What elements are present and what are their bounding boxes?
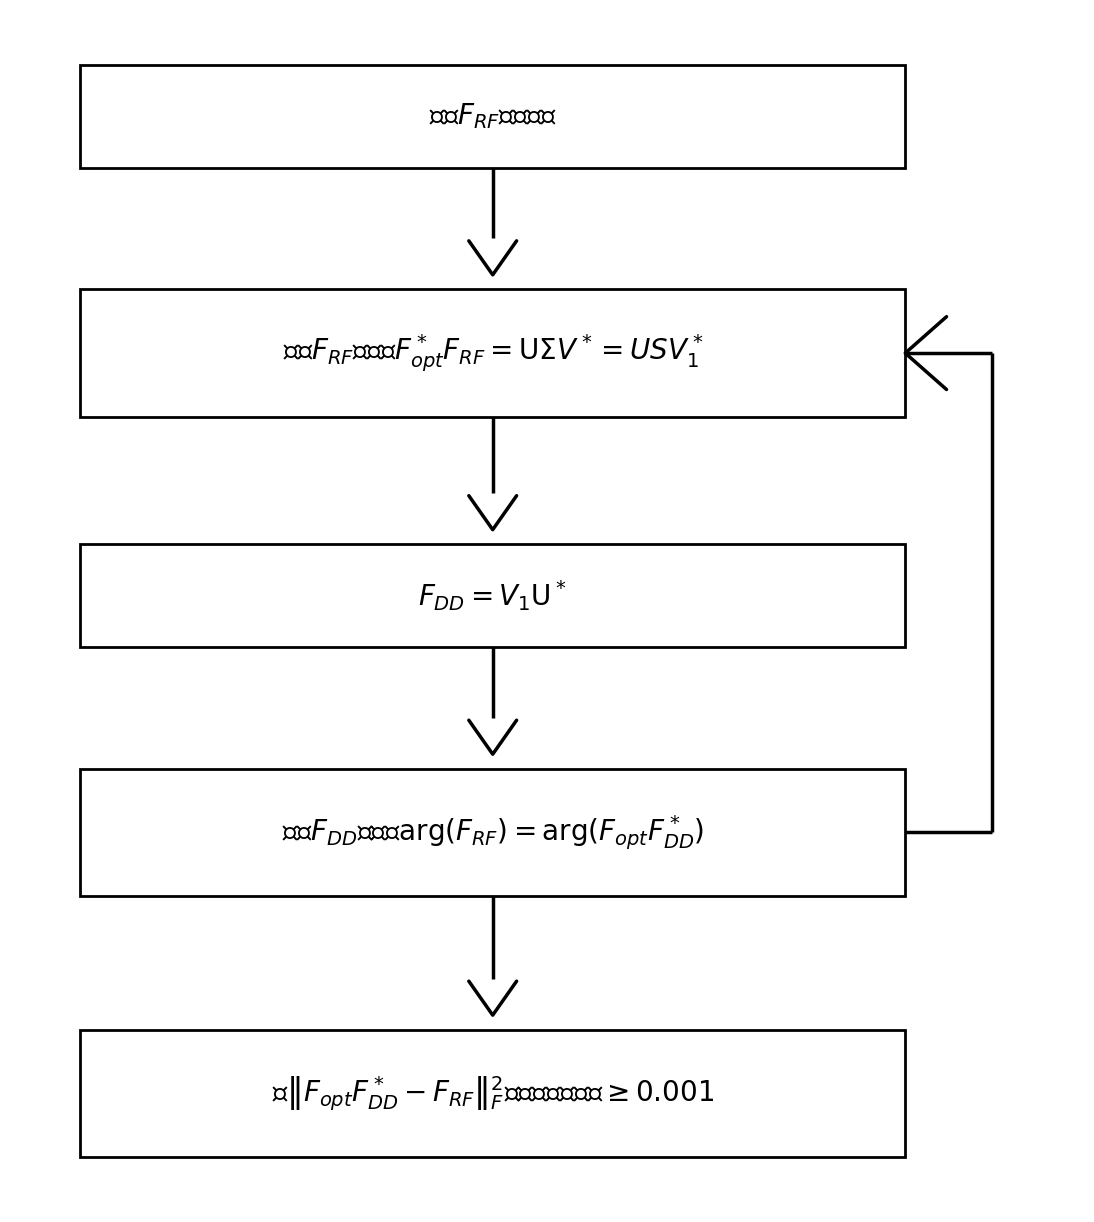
Text: $F_{DD} = V_1\mathrm{U}^*$: $F_{DD} = V_1\mathrm{U}^*$ [419, 578, 567, 613]
Bar [80, 65, 905, 167]
Text: 当$\left\|F_{opt}F_{DD}^* - F_{RF}\right\|_F^2$最后两项的差值$\geq$0.001: 当$\left\|F_{opt}F_{DD}^* - F_{RF}\right\… [271, 1074, 713, 1113]
Text: 固定$F_{RF}$，计算$F_{opt}^*F_{RF} = \mathrm{U}\Sigma V^* = USV_1^*$: 固定$F_{RF}$，计算$F_{opt}^*F_{RF} = \mathrm{… [282, 332, 703, 374]
Text: 固定$F_{DD}$，以及$\arg(F_{RF}) = \arg(F_{opt}F_{DD}^*)$: 固定$F_{DD}$，以及$\arg(F_{RF}) = \arg(F_{opt… [281, 814, 703, 852]
Bar [80, 769, 905, 896]
Bar [80, 1030, 905, 1157]
Bar [80, 290, 905, 417]
Bar [80, 544, 905, 648]
Text: 给定$F_{RF}$的初始值: 给定$F_{RF}$的初始值 [429, 101, 557, 131]
